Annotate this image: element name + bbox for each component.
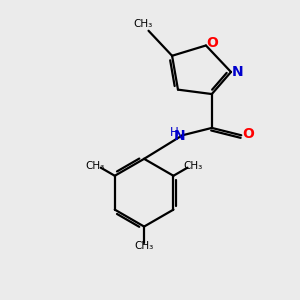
Text: CH₃: CH₃ [183,161,203,171]
Text: CH₃: CH₃ [134,19,153,29]
Text: H: H [170,126,178,139]
Text: O: O [206,36,218,50]
Text: O: O [242,127,254,141]
Text: N: N [232,65,243,79]
Text: N: N [174,130,185,143]
Text: CH₃: CH₃ [134,241,154,251]
Text: CH₃: CH₃ [85,161,105,171]
